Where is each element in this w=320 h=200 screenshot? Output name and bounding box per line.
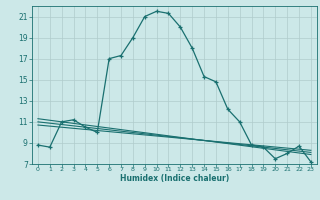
X-axis label: Humidex (Indice chaleur): Humidex (Indice chaleur) bbox=[120, 174, 229, 183]
